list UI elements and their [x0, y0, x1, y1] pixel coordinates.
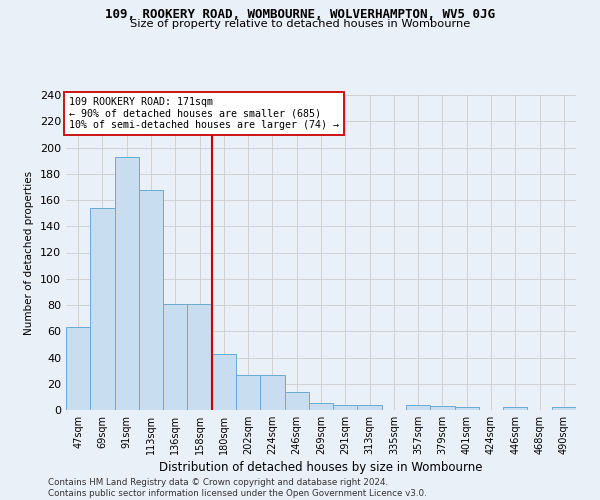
- Bar: [284, 392, 309, 410]
- Bar: [212, 354, 236, 410]
- Bar: [260, 374, 284, 410]
- Bar: [406, 405, 430, 410]
- Bar: [455, 408, 479, 410]
- Bar: [309, 404, 333, 410]
- Bar: [503, 408, 527, 410]
- Bar: [139, 190, 163, 410]
- Text: Contains HM Land Registry data © Crown copyright and database right 2024.
Contai: Contains HM Land Registry data © Crown c…: [48, 478, 427, 498]
- Bar: [358, 405, 382, 410]
- Text: 109 ROOKERY ROAD: 171sqm
← 90% of detached houses are smaller (685)
10% of semi-: 109 ROOKERY ROAD: 171sqm ← 90% of detach…: [68, 96, 338, 130]
- Bar: [163, 304, 187, 410]
- Bar: [66, 328, 90, 410]
- Text: 109, ROOKERY ROAD, WOMBOURNE, WOLVERHAMPTON, WV5 0JG: 109, ROOKERY ROAD, WOMBOURNE, WOLVERHAMP…: [105, 8, 495, 20]
- Text: Size of property relative to detached houses in Wombourne: Size of property relative to detached ho…: [130, 19, 470, 29]
- Y-axis label: Number of detached properties: Number of detached properties: [25, 170, 34, 334]
- Bar: [552, 408, 576, 410]
- Bar: [90, 208, 115, 410]
- X-axis label: Distribution of detached houses by size in Wombourne: Distribution of detached houses by size …: [159, 461, 483, 474]
- Bar: [333, 405, 358, 410]
- Bar: [236, 374, 260, 410]
- Bar: [430, 406, 455, 410]
- Bar: [115, 156, 139, 410]
- Bar: [187, 304, 212, 410]
